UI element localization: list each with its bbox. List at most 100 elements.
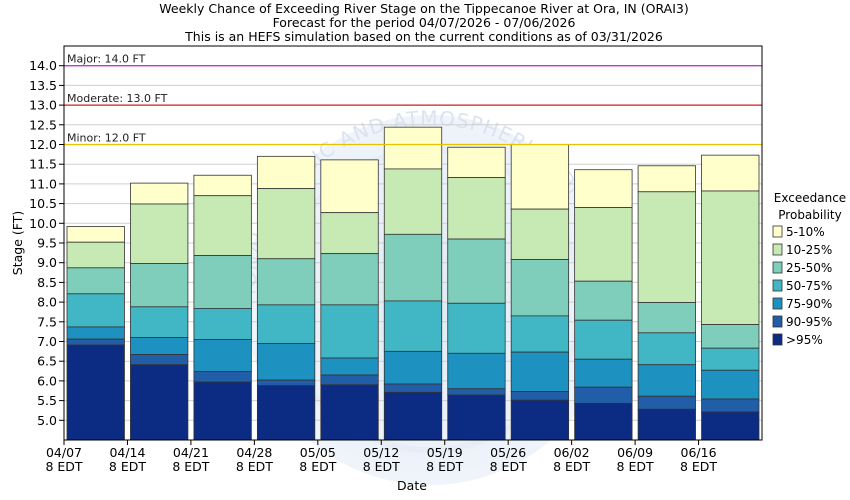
x-axis-label: Date (397, 478, 427, 493)
bar-segment-50-75% (510, 315, 570, 353)
bar-segment-25-50% (130, 263, 189, 308)
bar-segment-5-10% (383, 126, 443, 170)
bar-segment->95% (320, 384, 379, 441)
y-tick-label: 9.5 (37, 236, 57, 251)
bar-segment-75-90% (193, 339, 252, 372)
y-tick-label: 5.0 (37, 413, 57, 428)
bar-segment-5-10% (193, 174, 252, 197)
bar-segment-10-25% (383, 168, 443, 235)
bar-segment-50-75% (66, 293, 125, 328)
bar-segment-10-25% (574, 207, 633, 282)
week-bar (701, 154, 760, 441)
y-tick-label: 7.0 (37, 334, 57, 349)
bar-segment-90-95% (447, 388, 506, 396)
bar-segment-75-90% (637, 364, 696, 397)
bar-segment-90-95% (66, 338, 125, 346)
y-tick-label: 6.5 (37, 354, 57, 369)
legend: Exceedance Probability 5-10% 10-25% 25-50%… (772, 191, 846, 347)
bar-segment-25-50% (193, 255, 252, 309)
legend-swatch (772, 279, 783, 292)
x-tick-date: 05/05 (300, 445, 336, 460)
bar-segment-75-90% (447, 352, 506, 390)
bar-segment-25-50% (637, 302, 696, 334)
x-tick-date: 05/19 (427, 445, 463, 460)
y-tick-label: 8.0 (37, 295, 57, 310)
week-bar (510, 144, 570, 441)
bar-segment-10-25% (320, 212, 379, 255)
legend-swatch (772, 225, 783, 238)
bar-segment-50-75% (637, 332, 696, 366)
bar-segment-25-50% (447, 238, 506, 304)
legend-swatch (772, 315, 783, 328)
chart-title: Weekly Chance of Exceeding River Stage o… (159, 1, 688, 44)
legend-swatch (772, 333, 783, 346)
legend-label: 75-90% (786, 297, 832, 311)
bar-segment-90-95% (701, 398, 760, 413)
week-bar (574, 169, 633, 441)
x-tick-time: 8 EDT (109, 459, 146, 474)
y-axis-label: Stage (FT) (10, 211, 25, 275)
bar-segment-90-95% (510, 391, 570, 401)
bar-segment-75-90% (66, 326, 125, 340)
legend-title-line-2: Probability (778, 208, 841, 222)
threshold-label: Major: 14.0 FT (67, 53, 146, 66)
week-bar (447, 146, 506, 441)
week-bar (637, 165, 696, 441)
bar-segment->95% (510, 399, 570, 441)
week-bar (66, 226, 125, 441)
bar-segment-75-90% (383, 350, 443, 385)
bar-segment->95% (130, 364, 189, 441)
y-tick-label: 10.0 (29, 216, 57, 231)
bar-segment-90-95% (193, 371, 252, 383)
bar-segment-5-10% (130, 182, 189, 205)
bar-segment-5-10% (447, 146, 506, 178)
x-tick-time: 8 EDT (426, 459, 463, 474)
bar-segment-90-95% (383, 383, 443, 393)
bar-segment->95% (256, 385, 316, 441)
week-bar (383, 126, 443, 441)
bar-segment->95% (574, 402, 633, 441)
y-tick-label: 6.0 (37, 373, 57, 388)
bar-segment-50-75% (447, 302, 506, 354)
y-tick-label: 11.5 (29, 157, 57, 172)
bar-segment-25-50% (701, 324, 760, 349)
x-tick-time: 8 EDT (553, 459, 590, 474)
bar-segment-50-75% (701, 347, 760, 371)
bar-segment-90-95% (130, 354, 189, 366)
x-tick-date: 06/09 (617, 445, 653, 460)
legend-swatch (772, 297, 783, 310)
bar-segment-25-50% (510, 259, 570, 317)
bar-segment-5-10% (66, 226, 125, 243)
y-tick-label: 10.5 (29, 196, 57, 211)
x-tick-time: 8 EDT (236, 459, 273, 474)
bar-segment->95% (447, 394, 506, 441)
bar-segment-90-95% (637, 395, 696, 410)
bars (66, 126, 760, 441)
x-tick-time: 8 EDT (617, 459, 654, 474)
threshold-label: Minor: 12.0 FT (67, 132, 146, 145)
bar-segment-50-75% (130, 306, 189, 338)
bar-segment-5-10% (637, 165, 696, 193)
bar-segment-10-25% (66, 241, 125, 269)
threshold-lines: Major: 14.0 FT Moderate: 13.0 FT Minor: 12… (64, 53, 762, 146)
bar-segment-25-50% (574, 280, 633, 321)
bar-segment-10-25% (130, 203, 189, 264)
threshold-label: Moderate: 13.0 FT (67, 92, 168, 105)
x-tick-time: 8 EDT (45, 459, 82, 474)
bar-segment-90-95% (256, 379, 316, 387)
bar-segment->95% (66, 344, 125, 441)
bar-segment-5-10% (574, 169, 633, 208)
x-tick-date: 04/21 (173, 445, 209, 460)
bar-segment-25-50% (383, 233, 443, 302)
week-bar (130, 182, 189, 441)
bar-segment-90-95% (574, 386, 633, 404)
y-tick-label: 13.0 (29, 98, 57, 113)
x-tick-date: 04/14 (109, 445, 145, 460)
y-tick-label: 13.5 (29, 78, 57, 93)
bar-segment-75-90% (574, 358, 633, 388)
y-tick-label: 7.5 (37, 314, 57, 329)
bar-segment-50-75% (256, 304, 316, 344)
legend-label: 25-50% (786, 261, 832, 275)
bar-segment-90-95% (320, 374, 379, 386)
